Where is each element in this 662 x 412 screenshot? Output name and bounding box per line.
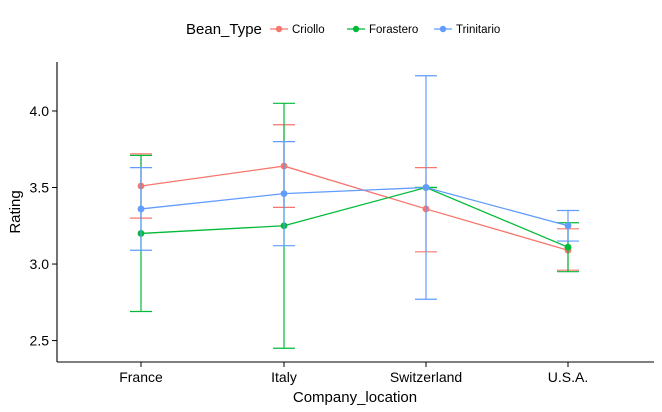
- series-line-forastero: [140, 186, 569, 248]
- legend-item-trinitario: Trinitario: [434, 24, 500, 36]
- y-tick-label-1: 3.0: [30, 256, 50, 272]
- point-trinitario-u-s-a: [564, 222, 572, 230]
- legend-title: Bean_Type: [186, 21, 262, 38]
- legend-label-trinitario: Trinitario: [456, 24, 500, 36]
- point-forastero-u-s-a: [564, 243, 572, 251]
- y-tick-label-0: 2.5: [30, 333, 50, 349]
- plot-area: [130, 75, 579, 349]
- point-trinitario-switzerland: [422, 184, 430, 191]
- x-tick-label-france: France: [119, 369, 163, 385]
- legend-item-forastero: Forastero: [347, 24, 418, 36]
- series-criollo: [130, 124, 579, 271]
- x-axis-title: Company_location: [293, 389, 417, 406]
- x-tick-label-switzerland: Switzerland: [390, 369, 462, 385]
- legend-label-forastero: Forastero: [369, 24, 418, 36]
- series-line-trinitario: [140, 186, 569, 227]
- x-tick-label-italy: Italy: [271, 369, 297, 385]
- legend: Bean_Type Criollo Forastero Trinitario: [186, 21, 500, 38]
- y-tick-label-3: 4.0: [30, 103, 50, 119]
- y-tick-label-2: 3.5: [30, 180, 50, 196]
- x-tick-label-u-s-a: U.S.A.: [548, 369, 588, 385]
- y-axis-title: Rating: [7, 190, 24, 233]
- series-trinitario: [130, 75, 579, 300]
- axes: 2.5 3.0 3.5 4.0 France Italy Switzerland U.S.A.: [30, 62, 654, 385]
- legend-key-point-criollo: [275, 25, 283, 33]
- legend-label-criollo: Criollo: [292, 24, 325, 36]
- legend-key-point-trinitario: [439, 25, 447, 33]
- series-line-criollo: [140, 165, 569, 251]
- legend-key-point-forastero: [352, 25, 360, 33]
- point-trinitario-france: [137, 205, 145, 213]
- legend-item-criollo: Criollo: [270, 24, 325, 36]
- series-forastero: [130, 102, 579, 349]
- point-trinitario-italy: [280, 190, 288, 198]
